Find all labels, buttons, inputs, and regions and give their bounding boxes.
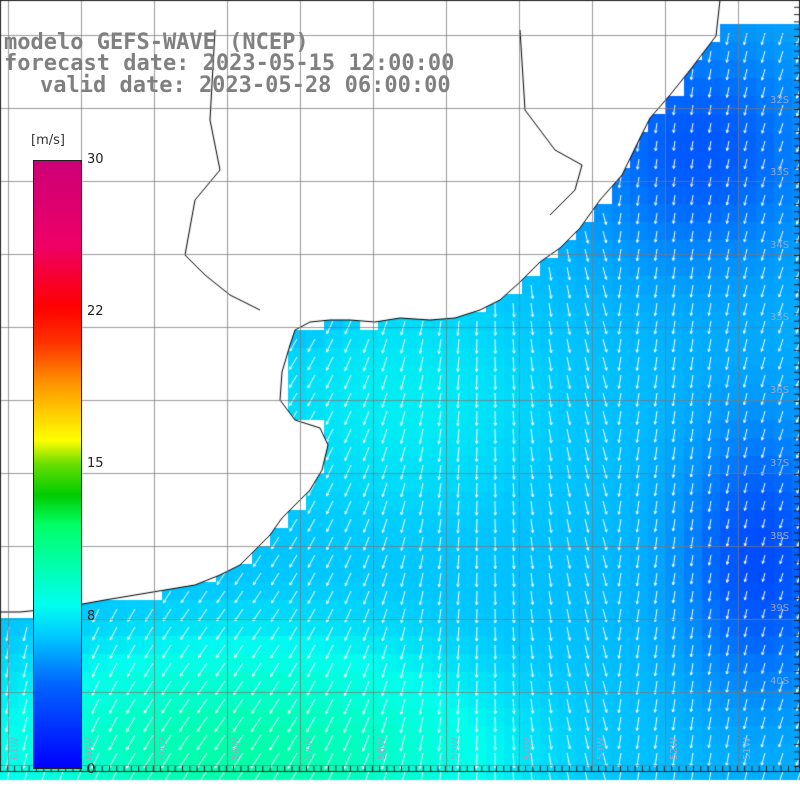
lat-label: 39S [770,603,790,614]
colorbar-tick-8: 8 [87,609,96,624]
lon-label: 59W [158,737,169,760]
lat-label: 33S [770,167,790,178]
lon-label: 51W [742,737,753,760]
colorbar-tick-15: 15 [87,456,104,471]
lat-label: 35S [770,312,790,323]
lat-label: 34S [770,240,790,251]
colorbar-tick-0: 0 [87,762,96,777]
lon-label: 53W [596,737,607,760]
lon-label: 54W [523,737,534,760]
lon-label: 56W [377,737,388,760]
valid-date: valid date: 2023-05-28 06:00:00 [40,73,451,98]
colorbar [33,160,82,769]
forecast-date: forecast date: 2023-05-15 12:00:00 [4,51,455,76]
lon-label: 58W [231,737,242,760]
model-title: modelo GEFS-WAVE (NCEP) [4,30,309,55]
lon-label: 57W [304,737,315,760]
lon-label: 61W [10,737,21,760]
colorbar-unit-label: [m/s] [31,133,65,148]
lat-label: 37S [770,458,790,469]
lon-label: 60W [84,737,95,760]
lat-label: 36S [770,385,790,396]
colorbar-tick-30: 30 [87,152,104,167]
lat-label: 32S [770,95,790,106]
lon-label: 55W [450,737,461,760]
colorbar-tick-22: 22 [87,304,104,319]
lat-label: 38S [770,531,790,542]
lon-label: 52W [669,737,680,760]
lat-label: 40S [770,676,790,687]
